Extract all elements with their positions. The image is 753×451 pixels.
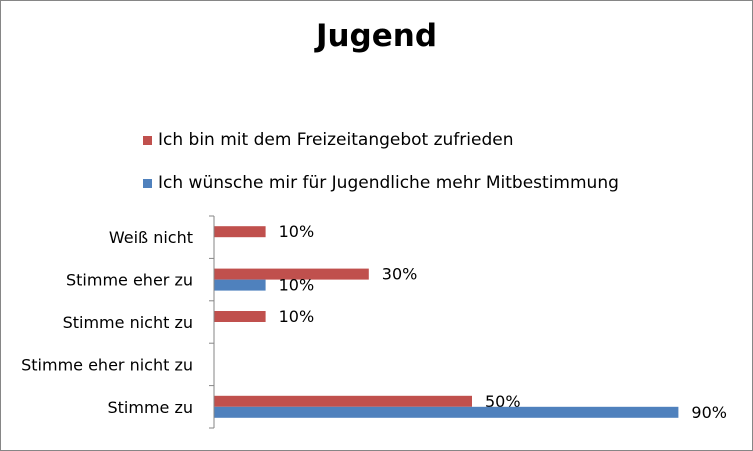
bar-series-2 bbox=[214, 406, 679, 418]
bar-series-1 bbox=[214, 311, 266, 322]
data-label-series-1: 10% bbox=[279, 222, 315, 241]
bar-series-1 bbox=[214, 395, 472, 407]
legend-swatch-series-1 bbox=[143, 136, 152, 145]
legend-swatch-series-2 bbox=[143, 179, 152, 188]
data-label-series-1: 50% bbox=[485, 392, 521, 411]
category-label: Stimme nicht zu bbox=[63, 313, 193, 332]
data-label-series-1: 10% bbox=[279, 307, 315, 326]
legend-label-series-1: Ich bin mit dem Freizeitangebot zufriede… bbox=[158, 130, 514, 150]
category-label: Stimme zu bbox=[107, 398, 193, 417]
chart-title: Jugend bbox=[315, 18, 438, 54]
data-label-series-2: 90% bbox=[691, 403, 727, 422]
data-label-series-1: 30% bbox=[382, 265, 418, 284]
bar-series-1 bbox=[214, 226, 266, 238]
legend-label-series-2: Ich wünsche mir für Jugendliche mehr Mit… bbox=[158, 173, 619, 193]
category-label: Stimme eher nicht zu bbox=[21, 355, 193, 374]
bar-series-1 bbox=[214, 268, 369, 280]
category-label: Stimme eher zu bbox=[66, 271, 193, 290]
bar-series-2 bbox=[214, 279, 266, 291]
data-label-series-2: 10% bbox=[279, 276, 315, 295]
category-label: Weiß nicht bbox=[109, 228, 193, 247]
